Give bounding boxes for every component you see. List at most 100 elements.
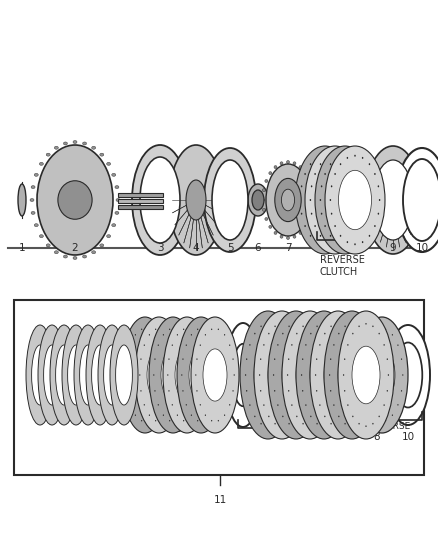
Ellipse shape (265, 180, 268, 182)
Ellipse shape (325, 146, 385, 254)
Ellipse shape (328, 344, 329, 346)
Ellipse shape (330, 326, 332, 327)
Ellipse shape (323, 323, 325, 325)
Ellipse shape (337, 323, 339, 325)
Ellipse shape (374, 173, 376, 175)
Ellipse shape (354, 173, 356, 175)
Ellipse shape (26, 325, 54, 425)
Ellipse shape (196, 390, 198, 392)
Ellipse shape (378, 213, 379, 215)
Ellipse shape (126, 358, 127, 360)
Ellipse shape (268, 346, 296, 404)
Ellipse shape (54, 146, 58, 149)
Text: 7: 7 (285, 243, 291, 253)
Ellipse shape (273, 374, 274, 376)
Ellipse shape (304, 172, 307, 175)
Ellipse shape (296, 416, 297, 417)
Ellipse shape (373, 358, 374, 360)
Ellipse shape (54, 251, 58, 254)
Ellipse shape (365, 323, 367, 325)
Ellipse shape (232, 344, 254, 406)
Ellipse shape (148, 420, 149, 422)
Ellipse shape (141, 420, 142, 422)
Ellipse shape (268, 333, 269, 334)
Ellipse shape (110, 325, 138, 425)
Ellipse shape (370, 344, 371, 346)
Ellipse shape (301, 185, 302, 187)
Ellipse shape (369, 347, 395, 403)
Ellipse shape (73, 256, 77, 260)
Ellipse shape (344, 423, 346, 424)
Ellipse shape (364, 225, 366, 227)
Ellipse shape (296, 346, 324, 404)
Ellipse shape (205, 415, 206, 416)
Ellipse shape (317, 358, 318, 360)
Ellipse shape (92, 251, 95, 254)
Ellipse shape (191, 317, 239, 433)
Ellipse shape (319, 344, 321, 346)
Ellipse shape (372, 326, 374, 327)
Ellipse shape (291, 344, 293, 346)
Ellipse shape (177, 317, 225, 433)
Ellipse shape (274, 166, 277, 168)
Ellipse shape (385, 328, 386, 330)
Ellipse shape (204, 420, 205, 422)
Ellipse shape (316, 423, 318, 424)
Ellipse shape (191, 358, 192, 360)
Ellipse shape (304, 374, 305, 376)
Ellipse shape (339, 235, 340, 237)
Ellipse shape (354, 243, 356, 245)
Ellipse shape (275, 326, 276, 327)
Ellipse shape (159, 344, 160, 346)
Ellipse shape (263, 405, 265, 406)
Ellipse shape (349, 163, 350, 165)
Ellipse shape (274, 326, 276, 327)
Ellipse shape (246, 358, 247, 360)
Ellipse shape (402, 374, 403, 376)
Ellipse shape (379, 199, 380, 201)
Ellipse shape (245, 374, 246, 376)
Ellipse shape (374, 374, 375, 376)
Text: 5: 5 (227, 243, 233, 253)
Ellipse shape (332, 157, 333, 159)
Ellipse shape (369, 163, 370, 165)
Text: 6: 6 (254, 243, 261, 253)
Text: 4: 4 (193, 243, 199, 253)
Ellipse shape (339, 171, 371, 230)
Ellipse shape (46, 244, 50, 247)
Ellipse shape (39, 235, 43, 238)
Ellipse shape (218, 420, 219, 422)
Ellipse shape (315, 374, 316, 376)
Ellipse shape (346, 374, 347, 376)
Ellipse shape (373, 390, 374, 392)
Ellipse shape (100, 153, 104, 156)
Ellipse shape (154, 334, 155, 336)
Ellipse shape (248, 184, 268, 216)
Ellipse shape (302, 423, 304, 424)
Ellipse shape (144, 404, 145, 406)
Ellipse shape (369, 235, 370, 237)
Ellipse shape (338, 416, 339, 417)
Ellipse shape (299, 166, 302, 168)
Ellipse shape (371, 334, 372, 336)
Ellipse shape (364, 173, 366, 175)
Ellipse shape (302, 326, 304, 327)
Ellipse shape (331, 390, 332, 392)
Ellipse shape (330, 326, 332, 327)
Ellipse shape (322, 333, 324, 334)
Ellipse shape (365, 146, 421, 254)
Ellipse shape (318, 374, 319, 376)
Ellipse shape (323, 425, 325, 427)
Ellipse shape (281, 189, 295, 211)
Ellipse shape (162, 390, 164, 392)
Ellipse shape (280, 416, 282, 417)
Ellipse shape (371, 415, 372, 416)
Ellipse shape (274, 423, 276, 424)
Ellipse shape (362, 241, 364, 243)
Ellipse shape (116, 198, 120, 201)
Ellipse shape (324, 243, 326, 245)
Ellipse shape (308, 171, 342, 230)
Ellipse shape (187, 344, 188, 346)
Ellipse shape (210, 334, 211, 336)
Ellipse shape (262, 208, 265, 212)
